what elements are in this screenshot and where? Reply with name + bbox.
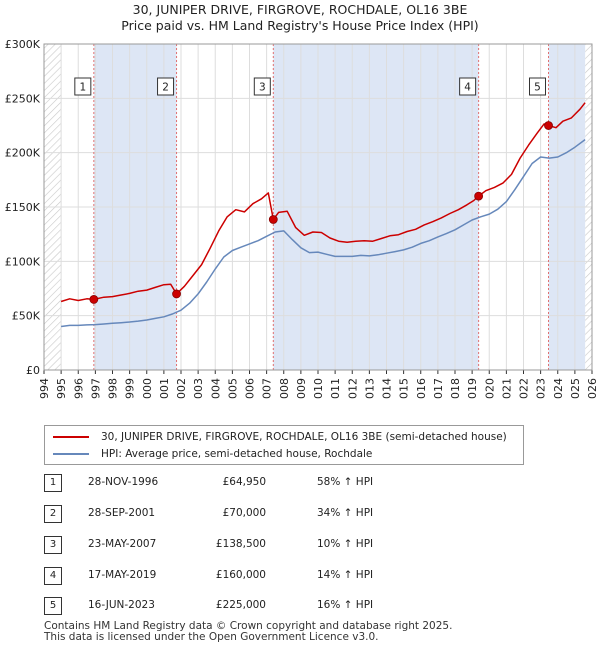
transaction-price: £70,000 [222, 507, 266, 519]
transaction-row: 5 16-JUN-2023 £225,000 16% ↑ HPI [44, 596, 564, 616]
sale-point [89, 295, 99, 304]
sale-label-box [74, 77, 92, 96]
transaction-number-badge: 2 [44, 505, 62, 523]
sale-point [172, 289, 181, 299]
x-tick-label: 2009 [295, 378, 308, 400]
plot-frame [43, 43, 593, 371]
chart-legend: 30, JUNIPER DRIVE, FIRGROVE, ROCHDALE, O… [44, 425, 524, 465]
x-tick-label: 2011 [329, 378, 342, 400]
x-tick-label: 2000 [141, 378, 154, 400]
sale-label-number: 4 [464, 82, 471, 94]
y-tick-label: £100K [5, 255, 41, 268]
transaction-hpi-diff: 58% ↑ HPI [317, 476, 374, 488]
y-tick-label: £250K [5, 92, 41, 105]
x-tick-label: 1995 [55, 378, 68, 400]
chart-series [60, 102, 586, 328]
transaction-date: 28-SEP-2001 [88, 507, 156, 519]
x-tick-label: 1998 [107, 378, 120, 400]
x-tick-label: 2015 [398, 378, 411, 400]
x-tick-label: 2002 [175, 378, 188, 400]
x-tick-label: 2026 [586, 378, 599, 400]
transaction-row: 3 23-MAY-2007 £138,500 10% ↑ HPI [44, 535, 564, 555]
sale-label-box [459, 77, 477, 96]
legend-label-price: 30, JUNIPER DRIVE, FIRGROVE, ROCHDALE, O… [101, 431, 507, 443]
transaction-row: 4 17-MAY-2019 £160,000 14% ↑ HPI [44, 566, 564, 586]
x-tick-label: 2014 [381, 378, 394, 400]
y-tick-label: £150K [5, 201, 41, 214]
transaction-number-badge: 3 [44, 536, 62, 554]
footer-copyright: Contains HM Land Registry data © Crown c… [44, 620, 453, 632]
transaction-price: £160,000 [215, 569, 266, 581]
chart-subtitle: Price paid vs. HM Land Registry's House … [121, 18, 479, 33]
sale-markers: 1 2 3 4 5 [74, 77, 553, 304]
transaction-hpi-diff: 34% ↑ HPI [317, 507, 374, 519]
x-tick-label: 2023 [535, 378, 548, 400]
y-tick-label: £50K [12, 310, 41, 323]
hpi-line [61, 138, 586, 328]
price-chart: 1 2 3 4 5 £0 £50K £100K £150K £200K £250K £300K 199… [5, 38, 599, 400]
transaction-row: 2 28-SEP-2001 £70,000 34% ↑ HPI [44, 504, 564, 524]
y-tick-label: £300K [5, 38, 41, 51]
x-tick-label: 2008 [278, 378, 291, 400]
legend-label-hpi: HPI: Average price, semi-detached house,… [101, 448, 373, 460]
transaction-number-badge: 4 [44, 567, 62, 585]
x-tick-label: 2004 [209, 378, 222, 400]
sale-label-box [253, 77, 271, 96]
transaction-hpi-diff: 14% ↑ HPI [317, 569, 374, 581]
x-tick-label: 1996 [72, 378, 85, 400]
legend-swatch-price [53, 436, 89, 438]
sale-label-number: 3 [259, 82, 266, 94]
sale-label-box [157, 77, 175, 96]
transaction-price: £138,500 [215, 538, 266, 550]
sale-label-number: 2 [162, 82, 169, 94]
sale-label-box [529, 77, 547, 96]
x-tick-label: 2017 [432, 378, 445, 400]
transaction-hpi-diff: 16% ↑ HPI [317, 599, 374, 611]
x-tick-label: 2003 [192, 378, 205, 400]
legend-swatch-hpi [53, 453, 89, 455]
footer-licence: This data is licensed under the Open Gov… [44, 631, 379, 643]
x-tick-label: 2006 [244, 378, 257, 400]
chart-title-address: 30, JUNIPER DRIVE, FIRGROVE, ROCHDALE, O… [132, 2, 468, 17]
x-tick-label: 2024 [552, 378, 565, 400]
x-tick-label: 2013 [363, 378, 376, 400]
transaction-number-badge: 1 [44, 474, 62, 492]
x-tick-label: 2019 [466, 378, 479, 400]
transaction-hpi-diff: 10% ↑ HPI [317, 538, 374, 550]
x-tick-label: 2012 [346, 378, 359, 400]
chart-axes: £0 £50K £100K £150K £200K £250K £300K 1994 1995 1… [5, 38, 599, 400]
x-tick-label: 1999 [124, 378, 137, 400]
transaction-price: £225,000 [215, 599, 266, 611]
sale-point [544, 121, 553, 130]
x-tick-label: 2018 [449, 378, 462, 400]
transaction-date: 16-JUN-2023 [88, 599, 155, 611]
x-tick-label: 2022 [518, 378, 531, 400]
x-tick-label: 2010 [312, 378, 325, 400]
x-tick-label: 2025 [569, 378, 582, 400]
transaction-number-badge: 5 [44, 597, 62, 615]
sale-label-number: 5 [534, 82, 541, 94]
transaction-date: 17-MAY-2019 [88, 569, 157, 581]
transaction-date: 23-MAY-2007 [88, 538, 157, 550]
x-tick-label: 2021 [500, 378, 513, 400]
transaction-price: £64,950 [222, 476, 266, 488]
transaction-date: 28-NOV-1996 [88, 476, 159, 488]
x-tick-label: 1997 [89, 378, 102, 400]
sale-point [268, 215, 278, 224]
x-tick-label: 2005 [226, 378, 239, 400]
sale-point [474, 191, 484, 201]
x-tick-label: 1994 [38, 378, 51, 400]
x-tick-label: 2016 [415, 378, 428, 400]
y-tick-label: £200K [5, 147, 41, 160]
x-tick-label: 2001 [158, 378, 171, 400]
y-tick-label: £0 [26, 364, 40, 377]
sale-label-number: 1 [79, 82, 86, 94]
x-tick-label: 2007 [261, 378, 274, 400]
x-tick-label: 2020 [483, 378, 496, 400]
transaction-row: 1 28-NOV-1996 £64,950 58% ↑ HPI [44, 473, 564, 493]
price-paid-line [60, 102, 586, 303]
